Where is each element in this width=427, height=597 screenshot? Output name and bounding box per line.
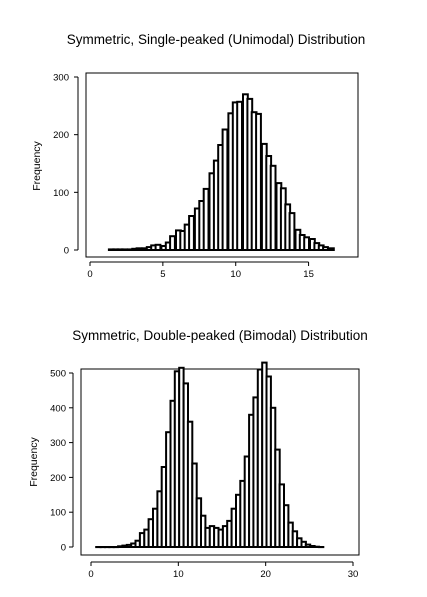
x-tick-label: 20: [260, 569, 271, 580]
histogram-bar: [121, 248, 128, 251]
y-tick-label: 500: [50, 369, 66, 380]
y-tick-label: 200: [53, 130, 69, 141]
histogram-bar: [328, 247, 335, 252]
x-tick-label: 0: [87, 269, 92, 280]
x-tick-label: 10: [230, 269, 241, 280]
chart-title: Symmetric, Double-peaked (Bimodal) Distr…: [72, 328, 368, 343]
histogram-bar: [236, 100, 243, 251]
x-tick-label: 30: [348, 569, 359, 580]
bimodal-chart: Symmetric, Double-peaked (Bimodal) Distr…: [28, 328, 368, 580]
histogram-bar: [221, 128, 229, 251]
y-tick-label: 200: [50, 473, 66, 484]
y-axis-label: Frequency: [31, 140, 43, 190]
x-axis: 0 5 10 15: [87, 261, 314, 280]
histogram-bar: [169, 235, 176, 251]
x-tick-label: 15: [303, 269, 314, 280]
plot-frame: [85, 72, 359, 258]
y-axis-label: Frequency: [28, 436, 40, 486]
histogram-bar: [322, 246, 329, 252]
histogram-bar: [135, 247, 143, 252]
histogram-bar: [288, 212, 296, 252]
histogram-bar: [154, 243, 162, 252]
y-tick-label: 0: [64, 246, 69, 257]
y-axis: 0 100 200 300: [53, 73, 79, 257]
y-tick-label: 100: [50, 508, 66, 519]
chart-title: Symmetric, Single-peaked (Unimodal) Dist…: [67, 32, 366, 47]
x-tick-label: 5: [160, 269, 165, 280]
x-tick-label: 10: [173, 569, 184, 580]
y-axis: 0 100 200 300 400 500: [50, 369, 74, 554]
histogram-bar: [202, 187, 210, 251]
unimodal-chart: Symmetric, Single-peaked (Unimodal) Dist…: [31, 32, 365, 280]
histogram-bar: [188, 215, 195, 251]
plot-frame: [80, 368, 360, 556]
histogram-bars: [107, 93, 335, 252]
y-tick-label: 0: [61, 543, 66, 554]
x-axis: 0 10 20 30: [88, 561, 359, 580]
x-tick-label: 0: [88, 569, 93, 580]
histogram-bar: [303, 236, 311, 252]
y-tick-label: 100: [53, 188, 69, 199]
histogram-bars: [95, 361, 325, 549]
histogram-bar: [269, 164, 277, 251]
histogram-bar: [255, 112, 262, 252]
y-tick-label: 400: [50, 403, 66, 414]
y-tick-label: 300: [53, 73, 69, 84]
y-tick-label: 300: [50, 438, 66, 449]
